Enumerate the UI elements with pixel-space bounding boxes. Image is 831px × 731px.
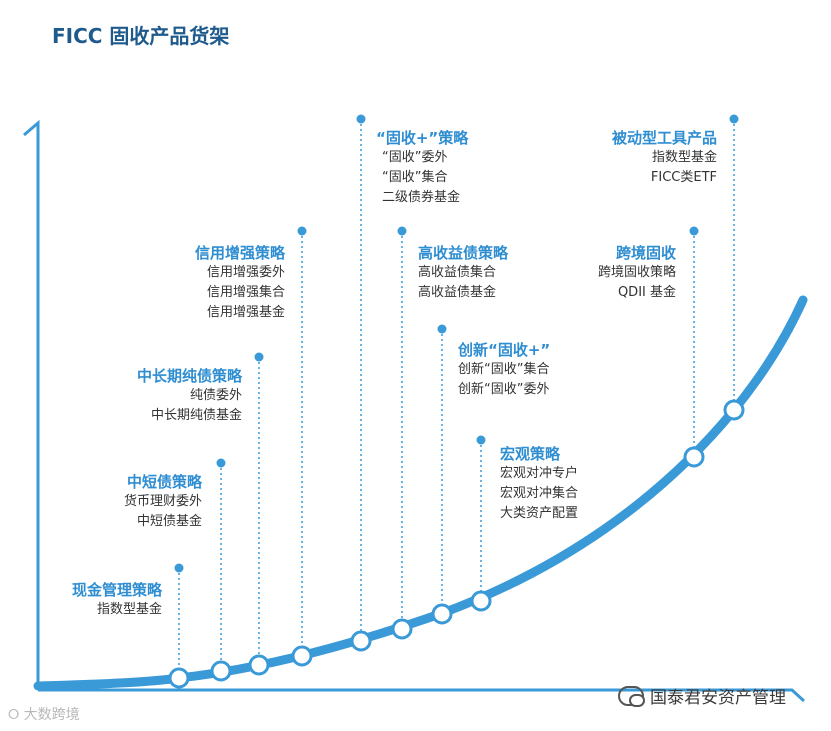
watermark-right-text: 国泰君安资产管理 <box>650 688 786 708</box>
connector-top-dot <box>689 226 699 236</box>
category-heading: 现金管理策略 <box>71 581 162 599</box>
connector-top-dot <box>356 114 366 124</box>
category-cross-border: 跨境固收 跨境固收策略 QDII 基金 <box>598 243 676 303</box>
watermark-logo-icon: ⭘ <box>8 707 20 723</box>
category-item: 宏观对冲专户 <box>500 466 579 481</box>
connector-top-dot <box>729 114 739 124</box>
category-item: 指数型基金 <box>96 602 162 617</box>
connector-top-dot <box>476 435 486 445</box>
category-heading: 跨境固收 <box>615 244 676 262</box>
category-item: 纯债委外 <box>189 388 242 403</box>
category-cash: 现金管理策略 指数型基金 <box>72 580 162 620</box>
category-heading: 创新“固收+” <box>458 341 551 359</box>
curve-node <box>683 446 705 468</box>
watermark-left-text: 大数跨境 <box>23 707 80 723</box>
category-heading: 高收益债策略 <box>418 244 509 262</box>
category-item: 高收益债基金 <box>418 285 497 300</box>
category-item: 跨境固收策略 <box>597 265 676 280</box>
curve-node <box>350 630 372 652</box>
category-item: 创新“固收”委外 <box>458 382 550 397</box>
curve-node <box>291 645 313 667</box>
connector-top-dot <box>297 226 307 236</box>
category-high-yield: 高收益债策略 高收益债集合 高收益债基金 <box>418 243 508 303</box>
category-item: 指数型基金 <box>651 150 717 165</box>
connector-top-dot <box>437 324 447 334</box>
category-heading: 宏观策略 <box>500 445 561 463</box>
category-item: 创新“固收”集合 <box>458 362 550 377</box>
category-item: 中长期纯债基金 <box>150 408 242 423</box>
category-passive: 被动型工具产品 指数型基金 FICC类ETF <box>612 128 717 188</box>
category-heading: 中长期纯债策略 <box>136 367 242 385</box>
wechat-icon <box>618 685 645 707</box>
category-item: 二级债券基金 <box>382 190 461 205</box>
curve-node <box>248 654 270 676</box>
connector-top-dot <box>216 458 226 468</box>
y-axis <box>23 119 40 690</box>
category-heading: “固收+”策略 <box>376 129 469 147</box>
category-long-bond: 中长期纯债策略 纯债委外 中长期纯债基金 <box>137 366 242 426</box>
connector-top-dot <box>174 563 184 573</box>
curve-node <box>391 618 413 640</box>
curve-node <box>431 603 453 625</box>
category-item: 大类资产配置 <box>500 506 579 521</box>
connector-top-dot <box>254 352 264 362</box>
category-heading: 信用增强策略 <box>194 244 285 262</box>
category-item: 信用增强委外 <box>206 265 285 280</box>
category-heading: 被动型工具产品 <box>611 129 717 147</box>
category-item: FICC类ETF <box>650 170 717 185</box>
x-axis <box>38 688 806 703</box>
category-item: 高收益债集合 <box>418 265 497 280</box>
connector-top-dot <box>397 226 407 236</box>
category-credit: 信用增强策略 信用增强委外 信用增强集合 信用增强基金 <box>195 243 285 323</box>
category-item: “固收”委外 <box>382 150 448 165</box>
category-short-bond: 中短债策略 货币理财委外 中短债基金 <box>124 472 202 532</box>
category-item: 中短债基金 <box>136 514 202 529</box>
category-innovative: 创新“固收+” 创新“固收”集合 创新“固收”委外 <box>458 340 550 400</box>
category-item: 货币理财委外 <box>123 494 202 509</box>
category-macro: 宏观策略 宏观对冲专户 宏观对冲集合 大类资产配置 <box>500 444 578 524</box>
category-item: 宏观对冲集合 <box>500 486 579 501</box>
page-title: FICC 固收产品货架 <box>52 24 230 48</box>
watermark-left: ⭘ 大数跨境 <box>8 704 80 724</box>
category-heading: 中短债策略 <box>126 473 202 491</box>
category-fixed-plus: “固收+”策略 “固收”委外 “固收”集合 二级债券基金 <box>376 128 468 208</box>
category-item: 信用增强基金 <box>206 305 285 320</box>
curve-node <box>168 667 190 689</box>
category-item: “固收”集合 <box>382 170 448 185</box>
category-item: QDII 基金 <box>617 285 676 300</box>
curve-node <box>723 399 745 421</box>
curve-node <box>210 660 232 682</box>
curve-node <box>470 590 492 612</box>
category-item: 信用增强集合 <box>206 285 285 300</box>
watermark-right: 国泰君安资产管理 <box>618 683 786 708</box>
